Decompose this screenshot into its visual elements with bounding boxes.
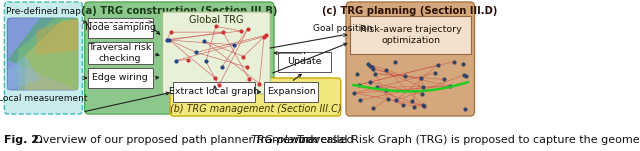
Text: Risk-aware trajectory
optimization: Risk-aware trajectory optimization (360, 25, 461, 45)
Text: Global TRG: Global TRG (189, 15, 243, 25)
Text: Extract local graph: Extract local graph (169, 87, 259, 96)
Bar (88, 68, 153, 88)
Bar (173, 82, 255, 102)
Bar (351, 16, 471, 54)
Polygon shape (7, 55, 40, 90)
FancyBboxPatch shape (170, 78, 341, 116)
Text: Traversal risk
checking: Traversal risk checking (88, 43, 152, 63)
FancyBboxPatch shape (346, 2, 474, 116)
Text: Expansion: Expansion (267, 87, 316, 96)
Text: . Traversal Risk Graph (TRG) is proposed to capture the geometr: . Traversal Risk Graph (TRG) is proposed… (289, 135, 640, 145)
Text: Pre-defined map: Pre-defined map (6, 7, 81, 16)
Text: Update: Update (287, 58, 322, 66)
Polygon shape (7, 18, 78, 90)
Text: TRG-planner: TRG-planner (251, 135, 321, 145)
Text: Fig. 2.: Fig. 2. (4, 135, 44, 145)
FancyBboxPatch shape (4, 2, 83, 114)
FancyBboxPatch shape (163, 12, 270, 94)
Polygon shape (18, 18, 78, 90)
Text: (b) TRG management (Section III.C): (b) TRG management (Section III.C) (170, 104, 341, 114)
Bar (88, 18, 153, 38)
Bar (264, 82, 318, 102)
Text: Node sampling: Node sampling (84, 24, 156, 32)
Text: Goal position: Goal position (314, 24, 373, 33)
Text: (a) TRG construction (Section III.B): (a) TRG construction (Section III.B) (81, 6, 277, 16)
Bar (278, 52, 331, 72)
Polygon shape (36, 18, 78, 55)
Bar (88, 42, 153, 64)
FancyBboxPatch shape (84, 2, 274, 114)
Polygon shape (7, 18, 78, 90)
Text: Edge wiring: Edge wiring (92, 74, 148, 82)
Text: Local measurement: Local measurement (0, 94, 88, 103)
Text: (c) TRG planning (Section III.D): (c) TRG planning (Section III.D) (322, 6, 497, 16)
FancyBboxPatch shape (7, 18, 78, 90)
Polygon shape (25, 20, 78, 90)
Text: Overview of our proposed path planner framework called: Overview of our proposed path planner fr… (28, 135, 358, 145)
